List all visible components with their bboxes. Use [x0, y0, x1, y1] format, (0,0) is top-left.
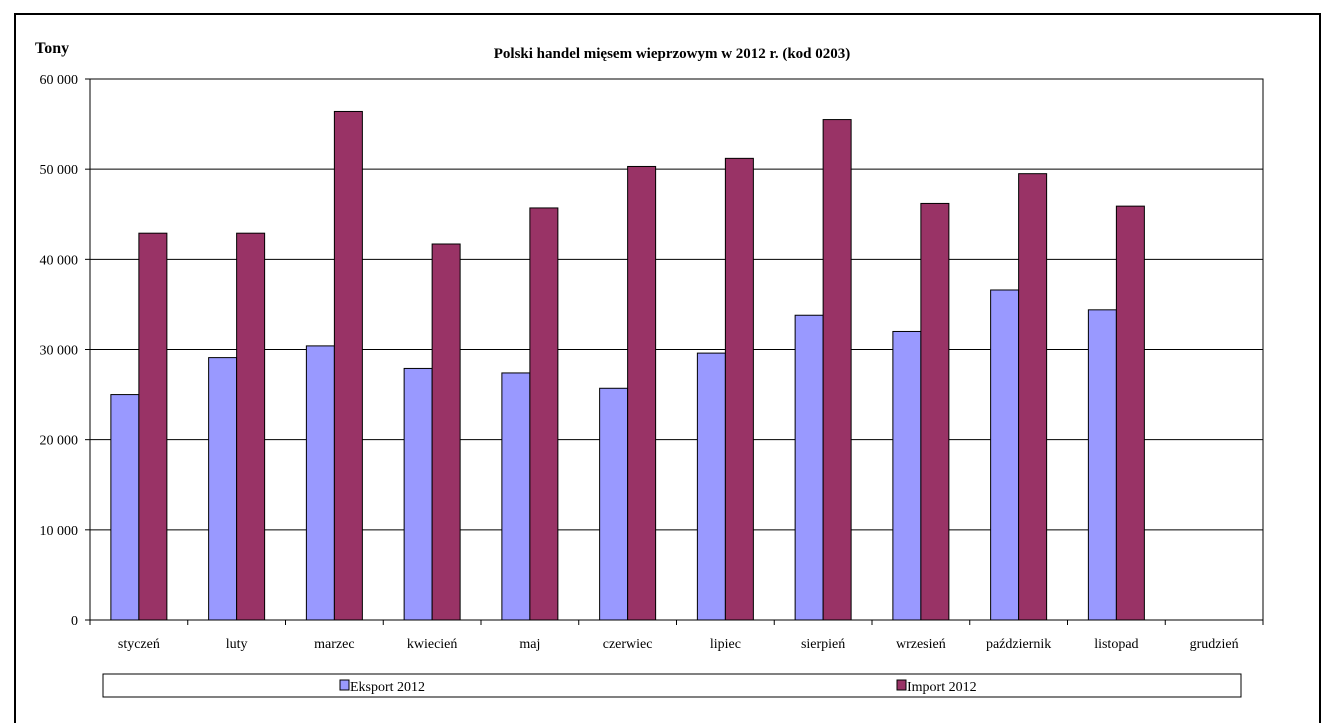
y-axis-label: Tony	[35, 40, 69, 57]
x-tick-label: styczeń	[118, 637, 160, 652]
bar-import	[333, 110, 363, 621]
x-tick-label: wrzesień	[896, 637, 946, 652]
bar-eksport	[501, 372, 531, 621]
bar-import	[1115, 205, 1145, 621]
y-tick-label: 50 000	[40, 163, 79, 178]
y-tick-label: 40 000	[40, 253, 79, 268]
bar-eksport	[110, 394, 140, 621]
x-tick-label: luty	[226, 637, 248, 652]
bar-import	[236, 232, 266, 621]
bar-eksport	[892, 330, 922, 621]
legend-import-label: Import 2012	[907, 680, 977, 695]
y-tick-label: 60 000	[40, 73, 79, 88]
bar-import	[431, 243, 461, 621]
legend-import-swatch	[896, 679, 907, 691]
bar-eksport	[599, 387, 629, 621]
legend-eksport-label: Eksport 2012	[350, 680, 425, 695]
y-tick-label: 10 000	[40, 524, 79, 539]
bar-eksport	[990, 289, 1020, 621]
bar-import	[138, 232, 168, 621]
x-tick-label: kwiecień	[407, 637, 458, 652]
bar-eksport	[305, 345, 335, 621]
bar-eksport	[794, 314, 824, 621]
bar-import	[1018, 173, 1048, 621]
x-tick-label: listopad	[1094, 637, 1138, 652]
x-tick-label: marzec	[314, 637, 354, 652]
y-tick-label: 30 000	[40, 344, 79, 359]
legend-eksport-swatch	[339, 679, 350, 691]
bar-import	[724, 157, 754, 621]
x-tick-label: maj	[519, 637, 540, 652]
bar-eksport	[1087, 309, 1117, 621]
x-tick-label: sierpień	[801, 637, 845, 652]
bar-eksport	[208, 357, 238, 621]
bar-import	[627, 165, 657, 621]
bar-import	[822, 119, 852, 621]
bar-eksport	[403, 367, 433, 621]
bar-import	[529, 207, 559, 621]
y-tick-label: 0	[71, 614, 78, 629]
x-tick-label: lipiec	[710, 637, 741, 652]
chart-frame	[14, 13, 1321, 723]
x-tick-label: czerwiec	[603, 637, 653, 652]
x-tick-label: październik	[986, 637, 1051, 652]
bar-eksport	[696, 352, 726, 621]
x-tick-label: grudzień	[1190, 637, 1239, 652]
chart-title: Polski handel mięsem wieprzowym w 2012 r…	[494, 46, 851, 62]
legend-box	[102, 673, 1242, 698]
bar-import	[920, 202, 950, 621]
y-tick-label: 20 000	[40, 434, 79, 449]
